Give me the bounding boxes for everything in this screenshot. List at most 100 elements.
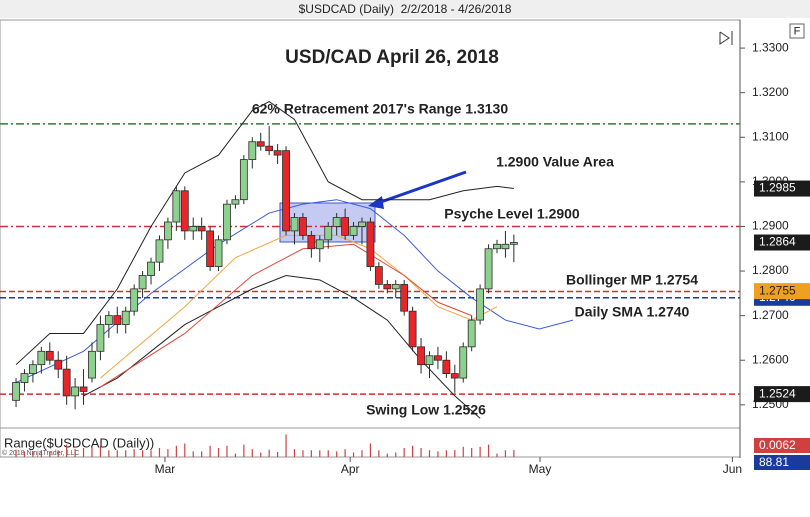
indicator-readout: 88.81: [759, 455, 789, 469]
y-tick-label: 1.2700: [752, 308, 789, 322]
candle-body: [450, 373, 459, 379]
indicator-line: [100, 234, 498, 379]
candle-body: [71, 386, 79, 397]
y-tick-label: 1.2600: [752, 352, 789, 366]
candle-body: [459, 346, 468, 379]
annotation: Psyche Level 1.2900: [444, 206, 580, 222]
annotation: 62% Retracement 2017's Range 1.3130: [252, 101, 508, 117]
annotation: 1.2900 Value Area: [496, 154, 614, 170]
candle-body: [434, 355, 442, 361]
candle-body: [501, 243, 510, 250]
f-button[interactable]: [789, 23, 805, 39]
candle-body: [239, 159, 248, 201]
price-marker-label: 1.2985: [759, 181, 796, 195]
price-marker: [754, 283, 810, 300]
candle-body: [467, 319, 476, 348]
candle-body: [172, 190, 181, 223]
candle-body: [45, 350, 54, 361]
x-tick-label: May: [529, 462, 552, 476]
candle-body: [54, 359, 63, 370]
candle-body: [383, 284, 392, 290]
candle-body: [324, 226, 333, 241]
price-marker-label: 1.2864: [759, 235, 796, 249]
candle-body: [189, 226, 198, 232]
candle-body: [391, 284, 400, 290]
candle-body: [20, 373, 29, 383]
x-tick-label: Apr: [341, 462, 360, 476]
range-label: Range($USDCAD (Daily)): [4, 435, 154, 450]
candle-body: [315, 239, 324, 250]
price-marker: [754, 234, 810, 251]
price-marker: [754, 180, 810, 197]
candle-body: [493, 243, 501, 250]
candle-body: [366, 221, 375, 267]
candle-body: [147, 261, 155, 276]
candle-body: [37, 350, 46, 366]
candle-body: [96, 324, 105, 352]
candle-body: [265, 145, 274, 152]
candle-body: [79, 386, 88, 392]
candle-body: [223, 203, 231, 241]
candle-body: [442, 359, 451, 375]
candle-body: [29, 364, 37, 375]
f-button-label: F: [794, 25, 801, 37]
title-bar: [0, 0, 810, 18]
y-tick-label: 1.2800: [752, 263, 789, 277]
candle-body: [332, 217, 341, 227]
y-tick-label: 1.2900: [752, 219, 789, 233]
candle-body: [62, 368, 71, 397]
y-tick-label: 1.3300: [752, 40, 789, 54]
y-tick-label: 1.3200: [752, 85, 789, 99]
candle-body: [206, 230, 215, 267]
indicator-line: [15, 199, 574, 383]
annotation: Swing Low 1.2526: [366, 402, 486, 418]
candle-body: [231, 199, 240, 205]
candle-body: [104, 315, 113, 325]
candle-body: [180, 190, 189, 232]
copyright: © 2018 NinjaTrader, LLC: [2, 449, 79, 457]
candle-body: [138, 275, 147, 290]
indicator-line: [15, 101, 514, 366]
candle-body: [282, 150, 290, 232]
candle-body: [400, 284, 409, 312]
candle-body: [408, 310, 417, 348]
candle-body: [121, 310, 130, 325]
candle-body: [273, 150, 282, 156]
candle-body: [12, 382, 20, 401]
candle-body: [130, 288, 139, 312]
chart-title: $USDCAD (Daily) 2/2/2018 - 4/26/2018: [299, 2, 512, 16]
range-readout: 0.0062: [759, 438, 796, 452]
candle-body: [164, 221, 172, 241]
price-marker-label: 1.2755: [759, 283, 796, 297]
candle-body: [307, 234, 316, 250]
candle-body: [113, 315, 122, 325]
candle-body: [476, 288, 485, 321]
candle-body: [248, 141, 257, 160]
candle-body: [155, 239, 164, 263]
x-tick-label: Mar: [155, 462, 176, 476]
heading: USD/CAD April 26, 2018: [285, 47, 499, 68]
candle-body: [509, 242, 518, 245]
candle-body: [197, 226, 206, 232]
annotation: Bollinger MP 1.2754: [566, 272, 698, 288]
annotation: Daily SMA 1.2740: [575, 304, 690, 320]
x-tick-label: Jun: [723, 462, 742, 476]
candle-body: [358, 221, 366, 227]
candle-body: [425, 355, 434, 366]
candle-body: [214, 239, 223, 267]
price-marker: [754, 386, 810, 403]
indicator-readout-box: [754, 455, 810, 470]
candle-body: [349, 226, 358, 236]
candle-body: [374, 266, 383, 285]
arrow: [377, 170, 467, 205]
price-marker-label: 1.2524: [759, 386, 796, 400]
play-icon: [719, 31, 730, 45]
candle-body: [299, 217, 307, 236]
candle-body: [341, 217, 350, 236]
y-tick-label: 1.3100: [752, 129, 789, 143]
candle-body: [417, 346, 425, 366]
range-readout-box: [754, 438, 810, 453]
candle-body: [484, 248, 493, 290]
candle-body: [88, 350, 96, 379]
